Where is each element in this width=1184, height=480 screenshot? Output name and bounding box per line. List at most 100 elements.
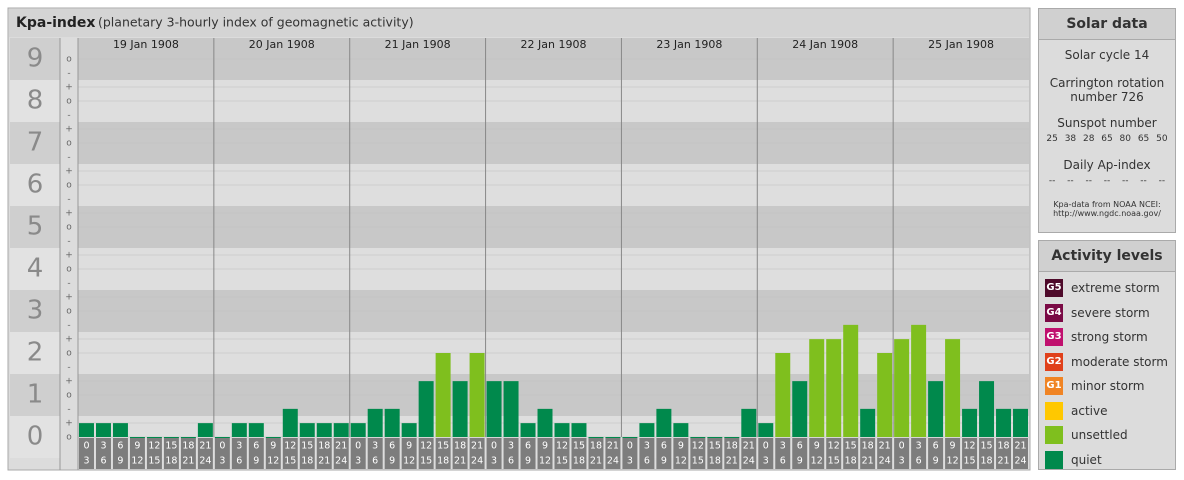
interval-end: 6 [236,456,242,467]
interval-cell [95,438,111,469]
interval-end: 6 [916,456,922,467]
interval-start: 3 [236,441,242,452]
sunspot-value: 65 [1101,134,1113,144]
kp-bar [758,423,774,437]
interval-cell [537,438,553,469]
interval-end: 6 [644,456,650,467]
interval-start: 3 [644,441,650,452]
label-band [10,290,60,332]
interval-cell [996,438,1012,469]
y-minor-label: o [66,433,72,443]
y-tick-label: 1 [27,380,44,410]
interval-cell [622,438,638,469]
y-minor-label: o [66,55,72,65]
sunspot-values: 25 38 28 65 80 65 50 [1043,134,1171,144]
interval-end: 24 [199,456,211,467]
kp-bar [163,437,179,438]
interval-end: 12 [811,456,823,467]
interval-end: 15 [420,456,432,467]
y-minor-label: + [65,83,73,93]
interval-end: 6 [508,456,514,467]
interval-start: 12 [556,441,568,452]
interval-cell [282,438,298,469]
ap-value: -- [1140,176,1147,186]
interval-start: 18 [454,441,466,452]
kp-bar [571,423,587,437]
interval-end: 3 [219,456,225,467]
interval-cell [316,438,332,469]
interval-end: 3 [491,456,497,467]
interval-end: 9 [933,456,939,467]
interval-end: 12 [267,456,279,467]
interval-cell [79,438,94,469]
interval-end: 21 [726,456,738,467]
interval-cell [163,438,179,469]
y-minor-label: o [66,223,72,233]
kp-bar [639,423,655,437]
kp-bar [486,381,502,437]
kp-bar [248,423,264,437]
level-badge: G5 [1045,279,1063,298]
kp-bar [622,437,638,438]
interval-start: 15 [709,441,721,452]
interval-start: 0 [219,441,225,452]
y-minor-label: - [67,195,70,205]
label-band [10,332,60,374]
interval-end: 15 [692,456,704,467]
interval-end: 9 [253,456,259,467]
ap-values: -- -- -- -- -- -- -- [1043,176,1171,186]
kp-bar [588,437,604,438]
kp-bar [690,437,706,438]
level-row: unsettled [1039,423,1175,448]
interval-cell [214,438,230,469]
y-minor-label: o [66,265,72,275]
interval-start: 3 [780,441,786,452]
level-badge: G4 [1045,303,1063,322]
interval-end: 21 [318,456,330,467]
source: Kpa-data from NOAA NCEI: [1053,200,1161,209]
interval-cell [894,438,910,469]
interval-start: 15 [437,441,449,452]
y-minor-label: - [67,279,70,289]
y-minor-label: + [65,419,73,429]
interval-cell [1013,438,1028,469]
ap-value: -- [1122,176,1129,186]
title-bar [9,9,1029,37]
chart-title: Kpa-index [16,15,95,31]
y-minor-label: o [66,97,72,107]
kp-bar [656,408,672,437]
solar-cycle: Solar cycle 14 [1064,48,1150,62]
day-label: 19 Jan 1908 [113,38,179,51]
interval-cell [911,438,927,469]
interval-start: 6 [117,441,123,452]
y-minor-label: + [65,125,73,135]
sunspot-value: 50 [1156,134,1168,144]
level-row: G5 extreme storm [1039,276,1175,301]
interval-cell [469,438,485,469]
interval-end: 21 [454,456,466,467]
kp-bar [911,324,927,437]
kp-bar [435,353,451,437]
kp-bar [775,353,791,437]
interval-start: 21 [743,441,755,452]
interval-start: 21 [335,441,347,452]
kp-bar [79,423,94,437]
level-row: G4 severe storm [1039,301,1175,326]
interval-start: 18 [862,441,874,452]
interval-end: 9 [525,456,531,467]
interval-end: 18 [301,456,313,467]
interval-end: 15 [964,456,976,467]
interval-cell [639,438,655,469]
interval-start: 21 [607,441,619,452]
interval-cell [962,438,978,469]
interval-cell [333,438,349,469]
interval-cell [401,438,417,469]
interval-end: 18 [165,456,177,467]
kp-chart: Kpa-index (planetary 3-hourly index of g… [7,7,1031,471]
interval-start: 9 [542,441,548,452]
interval-start: 18 [318,441,330,452]
kp-bar [350,423,366,437]
ap-value: -- [1103,176,1111,186]
interval-end: 24 [335,456,347,467]
